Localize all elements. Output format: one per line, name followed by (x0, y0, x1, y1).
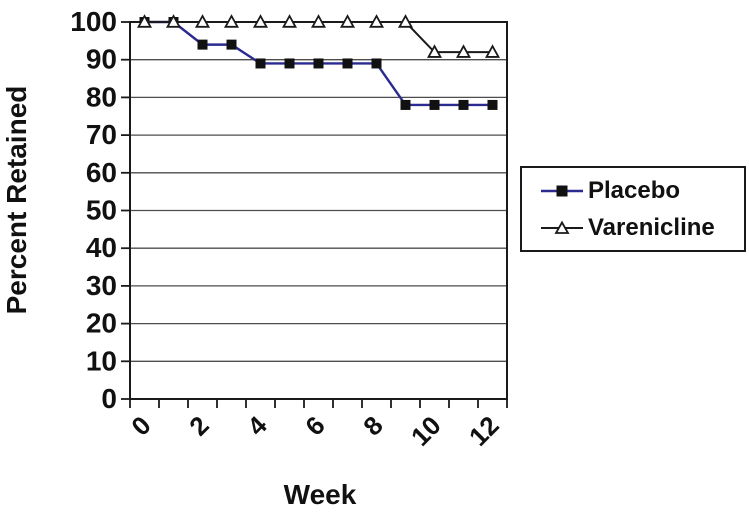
y-tick-labels: 0 10 20 30 40 50 60 70 80 90 100 (70, 6, 117, 414)
svg-text:10: 10 (86, 345, 117, 376)
svg-text:8: 8 (357, 410, 388, 441)
svg-text:50: 50 (86, 195, 117, 226)
y-axis-title: Percent Retained (1, 85, 32, 315)
svg-text:40: 40 (86, 232, 117, 263)
svg-text:2: 2 (183, 410, 214, 441)
svg-text:0: 0 (125, 410, 156, 441)
legend-item-placebo: Placebo (540, 177, 744, 205)
svg-text:60: 60 (86, 157, 117, 188)
svg-text:4: 4 (241, 410, 273, 442)
x-axis-title: Week (283, 479, 357, 510)
svg-text:100: 100 (70, 6, 117, 37)
series-placebo (139, 17, 498, 110)
svg-text:90: 90 (86, 44, 117, 75)
legend: Placebo Varenicline (520, 166, 746, 252)
svg-text:20: 20 (86, 308, 117, 339)
legend-label-placebo: Placebo (588, 176, 681, 204)
x-tick-labels: 0 2 4 6 8 10 12 (125, 410, 504, 452)
svg-text:80: 80 (86, 81, 117, 112)
placebo-marker-icon (541, 185, 583, 196)
svg-text:0: 0 (101, 383, 117, 414)
svg-text:30: 30 (86, 270, 117, 301)
svg-text:6: 6 (299, 410, 330, 441)
svg-text:10: 10 (405, 410, 447, 452)
axis-ticks (121, 21, 508, 408)
svg-text:70: 70 (86, 119, 117, 150)
svg-text:12: 12 (463, 410, 505, 452)
legend-label-varenicline: Varenicline (588, 213, 715, 241)
varenicline-marker-icon (541, 220, 583, 234)
legend-item-varenicline: Varenicline (540, 214, 744, 242)
series-varenicline (136, 14, 501, 58)
